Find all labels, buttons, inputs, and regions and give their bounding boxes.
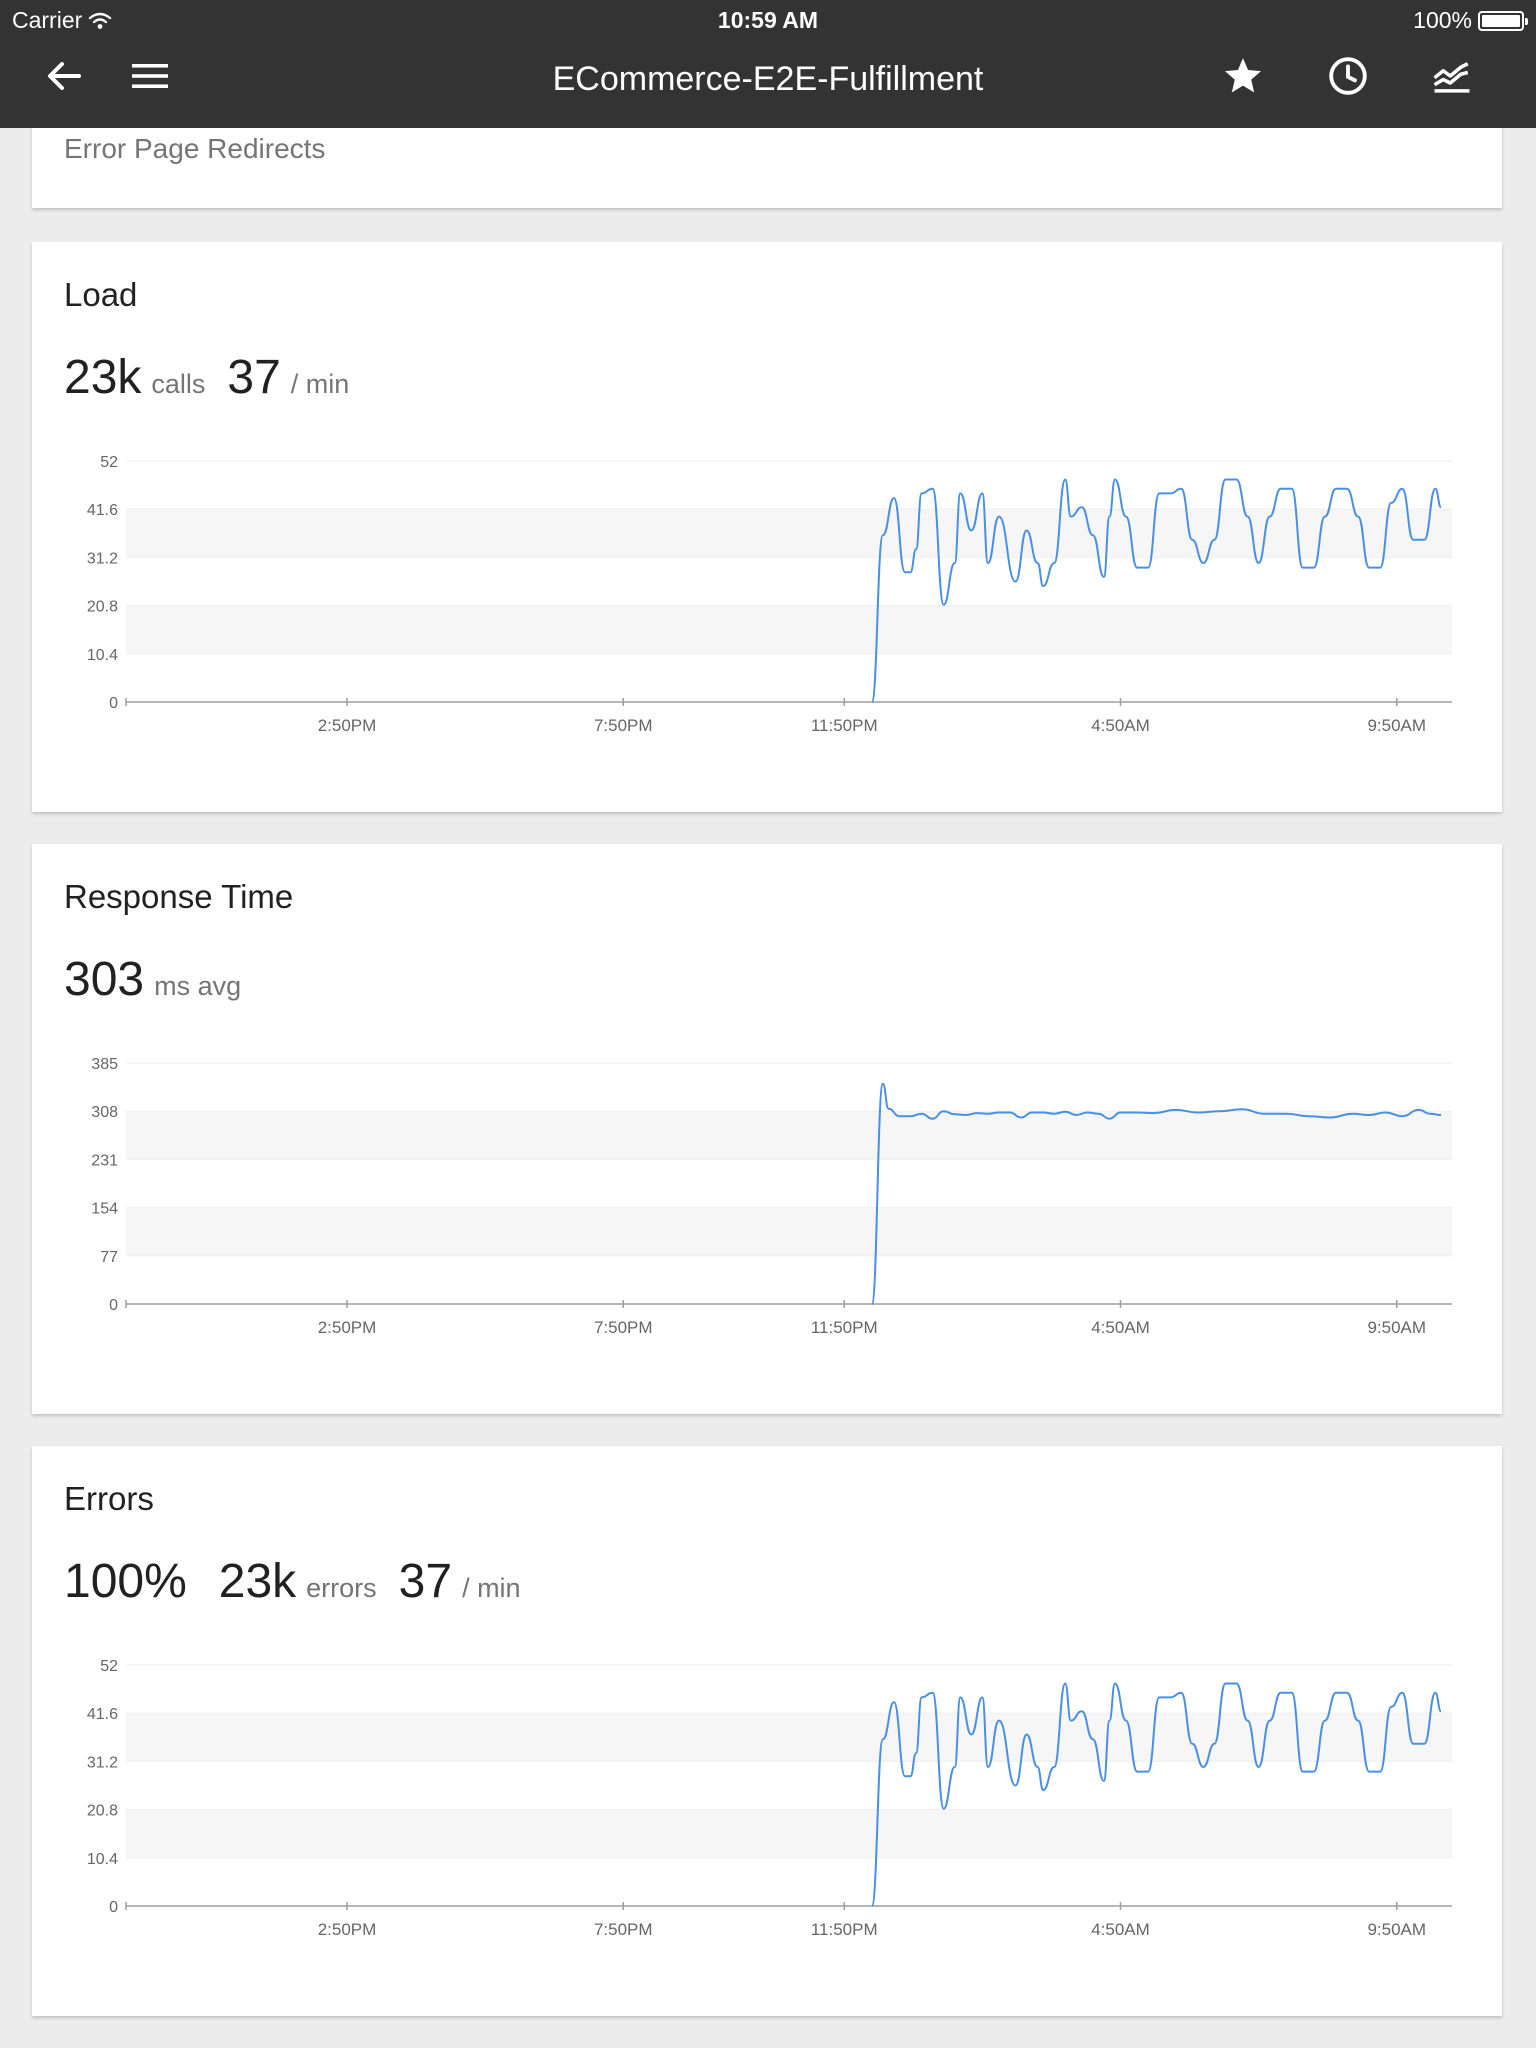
card-title: Response Time — [64, 878, 294, 915]
wifi-icon — [89, 12, 112, 29]
status-carrier: Carrier — [12, 7, 112, 34]
trend-button[interactable] — [1430, 54, 1474, 98]
x-tick-label: 11:50PM — [811, 1920, 878, 1939]
response-time-chart: 0 77 154 231 308 385 2:50PM 7:50PM 11:50PM 4:50AM… — [91, 1056, 1452, 1337]
status-battery: 100% — [1413, 7, 1528, 34]
status-time: 10:59 AM — [717, 7, 819, 33]
load-chart: 0 10.4 20.8 31.2 41.6 52 2:50PM 7:50PM 11:50PM 4:… — [87, 454, 1452, 735]
errors-rate-per-min-value: 37 — [398, 1555, 453, 1608]
load-card[interactable]: Load 23k calls 37 / min 0 10.4 20.8 31.2 41.… — [32, 242, 1502, 812]
x-tick-label: 9:50AM — [1367, 1920, 1426, 1939]
metrics-row: 23k calls 37 / min — [64, 350, 371, 405]
back-arrow-icon — [48, 62, 81, 90]
y-tick-label: 0 — [109, 695, 118, 712]
series-line — [870, 478, 1442, 703]
x-tick-label: 2:50PM — [318, 1318, 377, 1337]
series-line — [870, 1682, 1442, 1907]
clock-icon — [1329, 57, 1367, 95]
grid-band — [126, 605, 1452, 654]
y-tick-label: 31.2 — [87, 550, 118, 567]
battery-icon — [1478, 10, 1528, 31]
y-tick-label: 52 — [100, 1658, 118, 1675]
y-tick-label: 0 — [109, 1297, 118, 1314]
error-rate-value: 100% — [64, 1555, 187, 1608]
menu-button[interactable] — [128, 54, 172, 98]
y-tick-label: 154 — [91, 1201, 118, 1218]
x-tick-label: 4:50AM — [1091, 716, 1150, 735]
metrics-row: 303 ms avg — [64, 952, 263, 1007]
y-tick-label: 41.6 — [87, 502, 118, 519]
y-tick-label: 308 — [91, 1104, 118, 1121]
history-button[interactable] — [1326, 54, 1370, 98]
grid-band — [126, 1713, 1452, 1762]
errors-rate-per-min-unit: / min — [462, 1573, 521, 1603]
page-title: ECommerce-E2E-Fulfillment — [552, 60, 984, 98]
x-tick-label: 2:50PM — [318, 716, 377, 735]
grid-band — [126, 1207, 1452, 1256]
x-tick-label: 7:50PM — [594, 716, 653, 735]
x-tick-label: 11:50PM — [811, 1318, 878, 1337]
x-tick-label: 7:50PM — [594, 1920, 653, 1939]
y-tick-label: 77 — [100, 1249, 118, 1266]
favorite-button[interactable] — [1221, 54, 1265, 98]
status-bar: Carrier 10:59 AM 100% — [0, 0, 1536, 40]
series-line — [870, 1082, 1442, 1305]
trend-chart-icon — [1433, 62, 1470, 93]
y-tick-label: 41.6 — [87, 1706, 118, 1723]
rate-unit: / min — [290, 369, 350, 399]
rate-value: 37 — [227, 351, 281, 404]
metrics-row: 100% 23k errors 37 / min — [64, 1554, 543, 1609]
errors-card[interactable]: Errors 100% 23k errors 37 / min 0 10.4 20.… — [32, 1446, 1502, 2016]
grid-band — [126, 1809, 1452, 1858]
card-title: Errors — [64, 1480, 154, 1517]
grid-band — [126, 509, 1452, 558]
y-tick-label: 31.2 — [87, 1754, 118, 1771]
card-label: Error Page Redirects — [64, 133, 326, 164]
y-tick-label: 52 — [100, 454, 118, 471]
response-time-card[interactable]: Response Time 303 ms avg 0 77 154 231 308 385… — [32, 844, 1502, 1414]
y-tick-label: 0 — [109, 1899, 118, 1916]
card-title: Load — [64, 276, 138, 313]
star-icon — [1224, 58, 1262, 93]
battery-percent: 100% — [1413, 7, 1472, 33]
errors-chart: 0 10.4 20.8 31.2 41.6 52 2:50PM 7:50PM 11:50PM 4:… — [87, 1658, 1452, 1939]
grid-band — [126, 1111, 1452, 1160]
y-tick-label: 231 — [91, 1152, 118, 1169]
x-tick-label: 4:50AM — [1091, 1920, 1150, 1939]
x-tick-label: 11:50PM — [811, 716, 878, 735]
y-tick-label: 10.4 — [87, 1851, 118, 1868]
avg-unit: ms avg — [154, 971, 242, 1001]
menu-icon — [132, 64, 168, 88]
carrier-label: Carrier — [12, 7, 83, 33]
x-tick-label: 9:50AM — [1367, 1318, 1426, 1337]
x-tick-label: 7:50PM — [594, 1318, 653, 1337]
x-tick-label: 9:50AM — [1367, 716, 1426, 735]
y-tick-label: 385 — [91, 1056, 118, 1073]
x-tick-label: 4:50AM — [1091, 1318, 1150, 1337]
calls-value: 23k — [64, 351, 142, 404]
y-tick-label: 10.4 — [87, 647, 118, 664]
calls-unit: calls — [151, 369, 206, 399]
y-tick-label: 20.8 — [87, 1803, 118, 1820]
errors-count-value: 23k — [218, 1555, 297, 1608]
y-tick-label: 20.8 — [87, 599, 118, 616]
avg-value: 303 — [64, 953, 145, 1006]
app-bar: Carrier 10:59 AM 100% ECommerce-E2E-Fulf… — [0, 0, 1536, 128]
x-tick-label: 2:50PM — [318, 1920, 377, 1939]
errors-count-unit: errors — [306, 1573, 377, 1603]
back-button[interactable] — [42, 54, 86, 98]
